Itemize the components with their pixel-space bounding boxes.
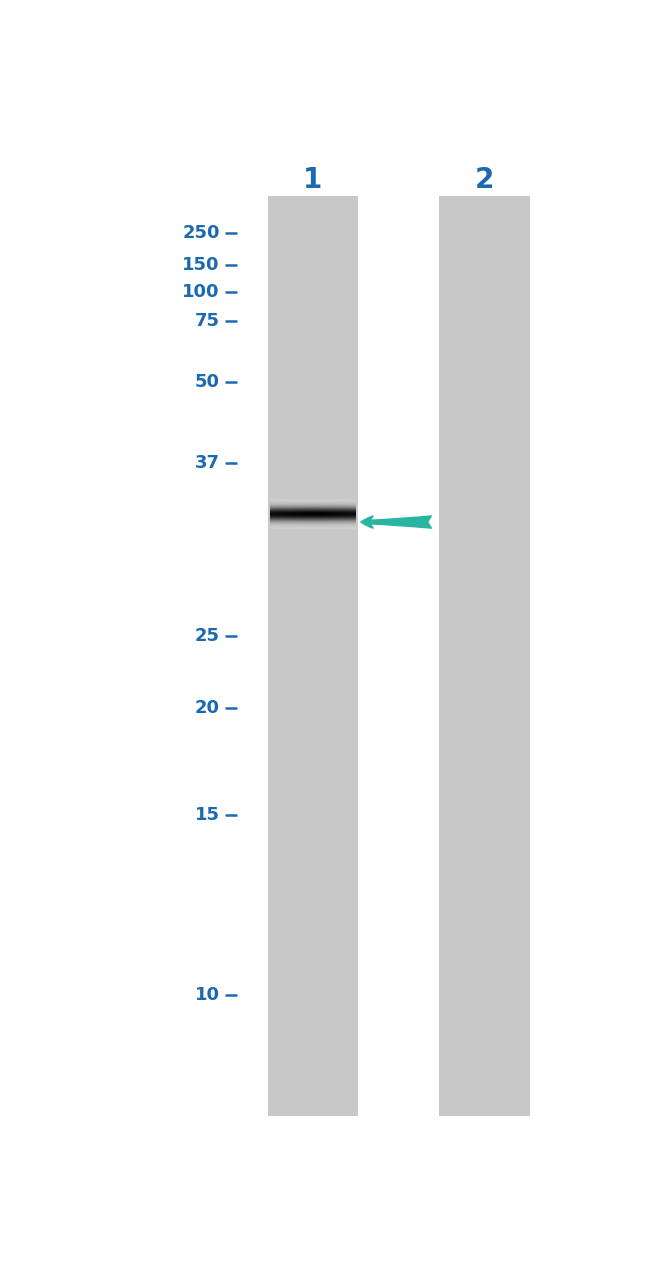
Text: 75: 75 [195, 311, 220, 330]
Text: 250: 250 [182, 224, 220, 241]
Text: 100: 100 [182, 283, 220, 301]
Text: 1: 1 [304, 166, 322, 194]
Text: 25: 25 [195, 627, 220, 645]
Text: 10: 10 [195, 987, 220, 1005]
Text: 50: 50 [195, 373, 220, 391]
Text: 2: 2 [474, 166, 494, 194]
Bar [268, 197, 358, 1115]
Bar [439, 197, 530, 1115]
Text: 20: 20 [195, 698, 220, 716]
Text: 15: 15 [195, 806, 220, 824]
Text: 150: 150 [182, 255, 220, 274]
Text: 37: 37 [195, 455, 220, 472]
